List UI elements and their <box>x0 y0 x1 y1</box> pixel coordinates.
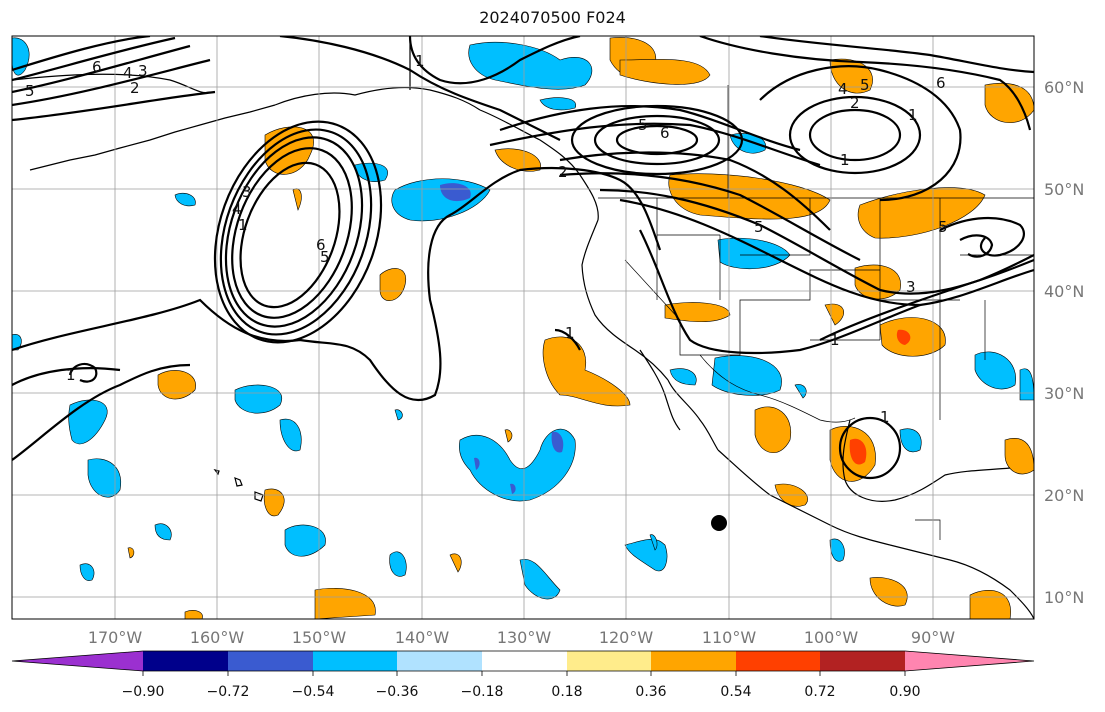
colorbar-label: 0.18 <box>551 684 582 700</box>
lat-label: 60°N <box>1044 78 1084 97</box>
colorbar-label: −0.90 <box>122 684 165 700</box>
contour-label: 5 <box>860 76 870 94</box>
lon-label: 150°W <box>292 628 347 647</box>
colorbar-label: 0.90 <box>889 684 920 700</box>
contour-label: 4 <box>232 200 242 218</box>
contour-labels: 6 5 4 3 2 1 1 5 6 2 5 1 4 5 2 6 1 3 4 5 … <box>25 52 948 426</box>
contour-label: 5 <box>938 218 948 236</box>
contour-label: 2 <box>130 79 140 97</box>
colorbar-segment <box>228 651 313 671</box>
graticule <box>12 36 1034 619</box>
lon-label: 90°W <box>911 628 955 647</box>
contour-label: 4 <box>123 64 133 82</box>
lat-label: 50°N <box>1044 180 1084 199</box>
lon-label: 110°W <box>702 628 757 647</box>
colorbar-label: −0.18 <box>461 684 504 700</box>
lon-label: 100°W <box>804 628 859 647</box>
lon-label: 140°W <box>395 628 450 647</box>
coastlines <box>12 36 1034 619</box>
contour-label: 6 <box>936 74 946 92</box>
colorbar-label: −0.54 <box>292 684 335 700</box>
positive-anomaly-regions <box>127 37 1034 619</box>
contour-label: 6 <box>92 58 102 76</box>
contour-label: 3 <box>906 278 916 296</box>
contour-label: 1 <box>830 331 840 349</box>
colorbar-ticks <box>142 671 906 676</box>
contour-label: 4 <box>838 80 848 98</box>
colorbar-segment <box>12 651 143 671</box>
colorbar-segment <box>820 651 905 671</box>
negative-anomaly-regions <box>12 37 1034 600</box>
lat-label: 30°N <box>1044 384 1084 403</box>
contour-label: 1 <box>66 366 76 384</box>
colorbar-segment <box>143 651 228 671</box>
map-title: 2024070500 F024 <box>479 8 626 27</box>
lat-label: 10°N <box>1044 588 1084 607</box>
contour-label: 1 <box>880 408 890 426</box>
lon-label: 170°W <box>88 628 143 647</box>
contour-label: 6 <box>316 236 326 254</box>
contour-label: 5 <box>638 116 648 134</box>
lat-label: 20°N <box>1044 486 1084 505</box>
latitude-axis: 60°N 50°N 40°N 30°N 20°N 10°N <box>1044 78 1084 607</box>
strong-negative-anomaly-regions <box>440 183 564 494</box>
contour-label: 2 <box>558 163 568 181</box>
lon-label: 130°W <box>497 628 552 647</box>
contour-label: 1 <box>908 106 918 124</box>
lon-label: 160°W <box>190 628 245 647</box>
lat-label: 40°N <box>1044 282 1084 301</box>
colorbar-label: 0.54 <box>720 684 751 700</box>
contour-label: 6 <box>660 124 670 142</box>
colorbar-label: −0.72 <box>207 684 250 700</box>
colorbar-segment <box>397 651 482 671</box>
longitude-axis: 170°W 160°W 150°W 140°W 130°W 120°W 110°… <box>88 628 955 647</box>
contour-lines <box>12 36 1034 480</box>
contour-label: 1 <box>238 216 248 234</box>
map-frame <box>11 35 1035 620</box>
contour-label: 3 <box>138 62 148 80</box>
colorbar-segment <box>482 651 567 671</box>
colorbar-segment <box>905 651 1034 671</box>
colorbar-segment <box>313 651 397 671</box>
contour-label: 5 <box>320 248 330 266</box>
colorbar-segment <box>651 651 736 671</box>
contour-label: 5 <box>754 218 764 236</box>
lon-label: 120°W <box>599 628 654 647</box>
location-marker-dot <box>711 515 727 531</box>
colorbar-segment <box>736 651 820 671</box>
contour-label: 5 <box>25 82 35 100</box>
colorbar-label: 0.72 <box>804 684 835 700</box>
colorbar-label: 0.36 <box>635 684 666 700</box>
colorbar-label: −0.36 <box>376 684 419 700</box>
contour-label: 1 <box>415 52 425 70</box>
contour-label: 1 <box>840 151 850 169</box>
colorbar-segment <box>567 651 651 671</box>
contour-label: 1 <box>565 324 575 342</box>
strong-positive-anomaly-regions <box>849 329 911 465</box>
contour-label: 3 <box>242 183 252 201</box>
contour-label: 2 <box>850 94 860 112</box>
colorbar: −0.90 −0.72 −0.54 −0.36 −0.18 0.18 0.36 … <box>11 650 1035 700</box>
